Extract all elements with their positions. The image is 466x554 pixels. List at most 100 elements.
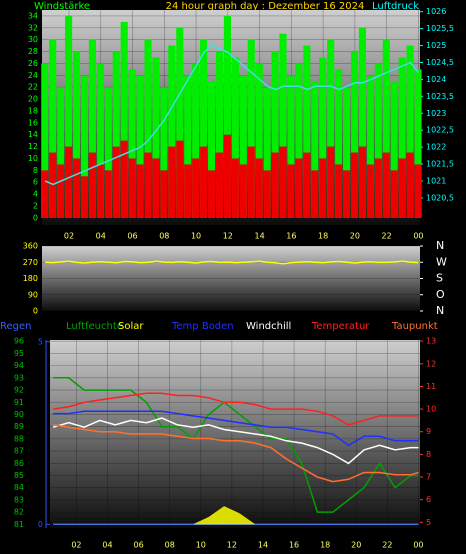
- bar: [350, 152, 359, 218]
- bar: [335, 69, 343, 218]
- y2-tick-label: 1026: [426, 7, 446, 16]
- bar: [287, 164, 295, 218]
- bar: [319, 57, 327, 218]
- x-tick-label: 22: [382, 541, 392, 550]
- y2-tick-label: 1025,5: [426, 24, 454, 33]
- bar: [303, 45, 311, 218]
- x-tick-label: 12: [223, 232, 233, 241]
- bar: [239, 75, 247, 218]
- bar: [406, 152, 414, 218]
- bar: [152, 158, 160, 218]
- bar: [73, 158, 81, 218]
- y2-tick-label: N: [436, 239, 444, 252]
- x-tick-label: 10: [191, 232, 201, 241]
- bar: [350, 51, 359, 218]
- bar: [41, 170, 49, 218]
- y-tick-label: 90: [28, 290, 38, 299]
- bar: [80, 75, 89, 218]
- line: [53, 377, 419, 513]
- y-tick-label: 91: [14, 398, 24, 407]
- bar: [144, 152, 152, 218]
- y-tick-label: 14: [28, 130, 38, 139]
- y2-tick-label: S: [436, 272, 443, 285]
- bar: [200, 39, 208, 218]
- bar: [406, 45, 414, 218]
- y2-tick-label: N: [436, 304, 444, 317]
- y-tick-label: 84: [14, 483, 24, 492]
- y2-tick-label: 8: [426, 450, 431, 459]
- y2-tick-label: 1024,5: [426, 58, 454, 67]
- y2-tick-label: 1024: [426, 75, 446, 84]
- bar: [176, 140, 184, 218]
- y-tick-label: 89: [14, 422, 24, 431]
- y-tick-label: 86: [14, 459, 24, 468]
- y-tick-label: 85: [14, 471, 24, 480]
- y3-tick-label: 0: [38, 520, 43, 529]
- bar: [366, 75, 374, 218]
- bar: [343, 170, 351, 218]
- x-tick-label: 20: [351, 541, 361, 550]
- bar: [223, 134, 231, 218]
- y-tick-label: 8: [33, 166, 38, 175]
- y2-tick-label: 1023,5: [426, 92, 454, 101]
- bar: [343, 87, 351, 218]
- y2-tick-label: O: [436, 288, 445, 301]
- bar: [279, 33, 287, 218]
- line: [53, 410, 419, 447]
- y-tick-label: 82: [14, 508, 24, 517]
- bar: [374, 158, 382, 218]
- y-tick-label: 12: [28, 142, 38, 151]
- bar: [80, 176, 89, 218]
- y-tick-label: 270: [23, 258, 38, 267]
- bar: [168, 45, 176, 218]
- y-tick-label: 26: [28, 59, 38, 68]
- bar: [184, 164, 192, 218]
- bar: [112, 146, 120, 218]
- y-tick-label: 90: [14, 410, 24, 419]
- y-tick-label: 6: [33, 178, 38, 187]
- y2-tick-label: 6: [426, 495, 431, 504]
- y2-tick-label: 12: [426, 359, 436, 368]
- bar: [311, 81, 319, 218]
- line: [52, 417, 419, 465]
- bar: [200, 146, 208, 218]
- x-tick-label: 04: [102, 541, 112, 550]
- x-tick-label: 14: [254, 232, 264, 241]
- bar: [398, 158, 406, 218]
- bar: [223, 15, 231, 218]
- y2-tick-label: 1025: [426, 41, 446, 50]
- x-tick-label: 08: [159, 232, 169, 241]
- y2-tick-label: 1020,5: [426, 193, 454, 202]
- bar: [231, 57, 239, 218]
- legend-entry: Taupunkt: [391, 321, 438, 332]
- x-tick-label: 00: [413, 541, 423, 550]
- bar: [104, 170, 112, 218]
- y-tick-label: 16: [28, 118, 38, 127]
- x-tick-label: 22: [382, 232, 392, 241]
- bar: [215, 51, 224, 218]
- bar: [311, 170, 319, 218]
- x-tick-label: 12: [227, 541, 237, 550]
- bar: [208, 81, 216, 218]
- y-tick-label: 87: [14, 447, 24, 456]
- y2-tick-label: 5: [426, 518, 431, 527]
- bar: [263, 170, 271, 218]
- area: [53, 506, 419, 525]
- y-tick-label: 88: [14, 434, 24, 443]
- bar: [382, 39, 390, 218]
- bar: [358, 146, 366, 218]
- bar: [57, 164, 65, 218]
- x-tick-label: 02: [64, 232, 74, 241]
- bar: [390, 170, 398, 218]
- x-tick-label: 02: [71, 541, 81, 550]
- y-tick-label: 18: [28, 106, 38, 115]
- bar: [41, 63, 49, 218]
- y-tick-label: 22: [28, 83, 38, 92]
- bar: [192, 63, 200, 218]
- y-tick-label: 180: [23, 274, 38, 283]
- y-tick-label: 96: [14, 337, 24, 346]
- x-tick-label: 00: [413, 232, 423, 241]
- y3-tick-label: 5: [38, 337, 43, 346]
- y2-tick-label: 11: [426, 382, 436, 391]
